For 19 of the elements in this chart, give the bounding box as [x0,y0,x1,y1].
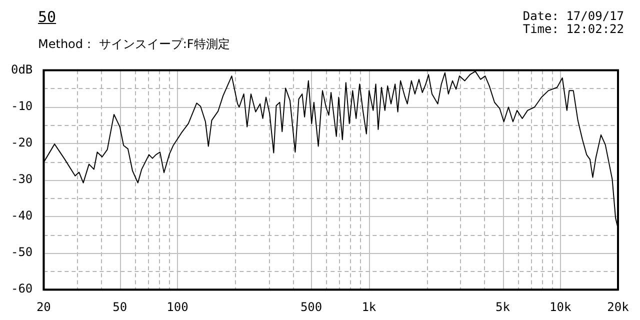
x-tick-label: 20k [607,300,630,314]
x-tick-label: 1k [362,300,377,314]
x-tick-label: 100 [166,300,188,314]
x-tick-label: 20 [36,300,51,314]
chart-subtitle: Method： サインスイープ:F特測定 [38,36,230,53]
text: Time: 12:02:22 [522,22,624,36]
y-tick-label: 0dB [10,62,33,76]
y-tick-label: -50 [10,245,33,260]
chart-title: 50 [38,8,56,26]
y-tick-label: -30 [10,172,33,186]
y-tick-label: -10 [10,98,33,113]
x-tick-label: 50 [112,300,128,314]
y-tick-label: -20 [10,135,33,150]
y-tick-label: -60 [10,282,33,296]
x-tick-label: 10k [550,300,572,314]
x-tick-label: 5k [496,300,511,314]
text: Date: 17/09/17 [522,9,624,23]
y-tick-label: -40 [10,208,33,223]
x-tick-label: 500 [300,300,322,314]
